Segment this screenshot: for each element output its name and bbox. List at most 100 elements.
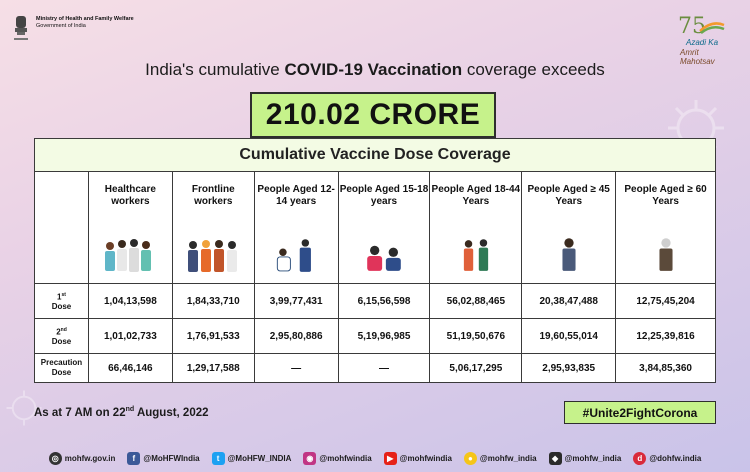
table-cell: 1,01,02,733 [87, 318, 173, 354]
dailyhunt-link[interactable]: d @dohfw.india [633, 451, 702, 465]
people-45-plus-illustration-icon [562, 238, 576, 271]
flag-swoosh-icon [699, 22, 725, 34]
table-title: Cumulative Vaccine Dose Coverage [34, 138, 716, 171]
column-header: People Aged 12-14 years [253, 171, 339, 284]
column-header-label: Frontline workers [191, 184, 235, 207]
table-cell: 3,84,85,360 [615, 353, 716, 383]
headline: India's cumulative COVID-19 Vaccination … [0, 60, 750, 80]
table-cell: 51,19,50,676 [429, 318, 523, 354]
facebook-link[interactable]: f @MoHFWIndia [127, 451, 200, 465]
table-row: 1st Dose 1,04,13,598 1,84,33,710 3,99,77,… [34, 283, 716, 319]
sharechat-label: @mohfw_india [564, 453, 622, 463]
dailyhunt-icon: d [633, 451, 647, 465]
ministry-text: Ministry of Health and Family Welfare Go… [36, 16, 134, 30]
facebook-icon: f [127, 451, 141, 465]
twitter-label: @MoHFW_INDIA [227, 453, 292, 463]
table-cell: 12,25,39,816 [615, 318, 716, 354]
total-doses-value: 210.02 CRORE [265, 98, 481, 131]
koo-link[interactable]: ● @mohfw_india [463, 451, 537, 465]
coverage-table: Cumulative Vaccine Dose Coverage Healthc… [34, 138, 716, 383]
table-row: 2nd Dose 1,01,02,733 1,76,91,533 2,95,80,… [34, 318, 716, 354]
footer-social-bar: ◎ mohfw.gov.in f @MoHFWIndia t @MoHFW_IN… [0, 444, 750, 472]
column-header: People Aged 18-44 Years [429, 171, 523, 284]
instagram-icon: ◉ [303, 451, 317, 465]
column-header: People Aged ≥ 60 Years [615, 171, 716, 284]
table-cell: 56,02,88,465 [429, 283, 523, 319]
website-link[interactable]: ◎ mohfw.gov.in [48, 451, 116, 465]
table-cell: 12,75,45,204 [615, 283, 716, 319]
healthcare-workers-illustration-icon [105, 239, 152, 272]
vaccination-15-18-illustration-icon [367, 245, 401, 271]
national-emblem-icon [14, 16, 28, 40]
table-cell: 2,95,93,835 [521, 353, 617, 383]
globe-icon: ◎ [48, 451, 62, 465]
headline-prefix: India's cumulative [145, 60, 285, 79]
table-cell: 2,95,80,886 [253, 318, 339, 354]
hashtag-text: #Unite2FightCorona [582, 405, 698, 420]
twitter-link[interactable]: t @MoHFW_INDIA [211, 451, 292, 465]
dailyhunt-label: @dohfw.india [649, 453, 702, 463]
table-cell: 1,04,13,598 [87, 283, 173, 319]
corner-cell [34, 171, 89, 284]
table-cell: 5,06,17,295 [429, 353, 523, 383]
azadi-word-1: Azadi Ka [686, 38, 719, 47]
headline-bold: COVID-19 Vaccination [284, 60, 463, 79]
table-row: Precaution Dose 66,46,146 1,29,17,588 — —… [34, 353, 716, 383]
headline-suffix: coverage exceeds [462, 60, 605, 79]
column-header-label: People Aged 12-14 years [257, 184, 335, 207]
table-cell: — [253, 353, 339, 383]
column-header-label: People Aged ≥ 60 Years [624, 184, 707, 207]
youtube-icon: ▶ [383, 451, 397, 465]
instagram-link[interactable]: ◉ @mohfwindia [303, 451, 372, 465]
vaccination-12-14-illustration-icon [276, 239, 312, 272]
column-header-label: Healthcare workers [104, 184, 156, 207]
youtube-link[interactable]: ▶ @mohfwindia [383, 451, 452, 465]
total-doses-box: 210.02 CRORE [250, 92, 496, 138]
table-cell: 1,29,17,588 [171, 353, 255, 383]
koo-label: @mohfw_india [479, 453, 537, 463]
column-header: People Aged ≥ 45 Years [521, 171, 617, 284]
coverage-grid: Healthcare workers Frontline workers [34, 171, 716, 383]
ministry-name: Ministry of Health and Family Welfare [36, 16, 134, 22]
people-18-44-illustration-icon [463, 239, 488, 271]
facebook-label: @MoHFWIndia [143, 453, 200, 463]
column-header: People Aged 15-18 years [337, 171, 431, 284]
row-label: Precaution Dose [34, 353, 89, 383]
government-name: Government of India [36, 23, 86, 29]
sharechat-icon: ◆ [548, 451, 562, 465]
note-suffix: August, 2022 [134, 406, 209, 419]
column-header-label: People Aged 15-18 years [339, 184, 429, 207]
table-cell: 6,15,56,598 [337, 283, 431, 319]
table-cell: 20,38,47,488 [521, 283, 617, 319]
table-cell: 1,76,91,533 [171, 318, 255, 354]
youtube-label: @mohfwindia [399, 453, 452, 463]
table-cell: 1,84,33,710 [171, 283, 255, 319]
table-cell: 5,19,96,985 [337, 318, 431, 354]
note-prefix: As at 7 AM on 22 [34, 406, 126, 419]
twitter-icon: t [211, 451, 225, 465]
note-sup: nd [125, 406, 135, 413]
row-label: 2nd Dose [34, 318, 89, 354]
azadi-word-2: Amrit Mahotsav [680, 48, 715, 66]
column-header-label: People Aged 18-44 Years [431, 184, 521, 207]
frontline-workers-illustration-icon [188, 240, 238, 272]
table-cell: 66,46,146 [87, 353, 173, 383]
table-cell: — [337, 353, 431, 383]
column-header: Healthcare workers [87, 171, 173, 284]
website-label: mohfw.gov.in [64, 453, 116, 463]
row-label: 1st Dose [34, 283, 89, 319]
azadi-75: 75 [678, 14, 706, 39]
people-60-plus-illustration-icon [659, 238, 673, 271]
column-header-label: People Aged ≥ 45 Years [527, 184, 610, 207]
sharechat-link[interactable]: ◆ @mohfw_india [548, 451, 622, 465]
table-cell: 19,60,55,014 [521, 318, 617, 354]
instagram-label: @mohfwindia [319, 453, 372, 463]
azadi-ka-amrit-mahotsav-logo: 75 Azadi Ka Amrit Mahotsav [676, 14, 732, 66]
hashtag-box: #Unite2FightCorona [564, 401, 716, 424]
ministry-header: Ministry of Health and Family Welfare Go… [12, 14, 134, 44]
table-cell: 3,99,77,431 [253, 283, 339, 319]
column-header: Frontline workers [171, 171, 255, 284]
koo-icon: ● [463, 451, 477, 465]
as-of-note: As at 7 AM on 22nd August, 2022 [34, 406, 209, 419]
virus-icon [6, 390, 42, 426]
